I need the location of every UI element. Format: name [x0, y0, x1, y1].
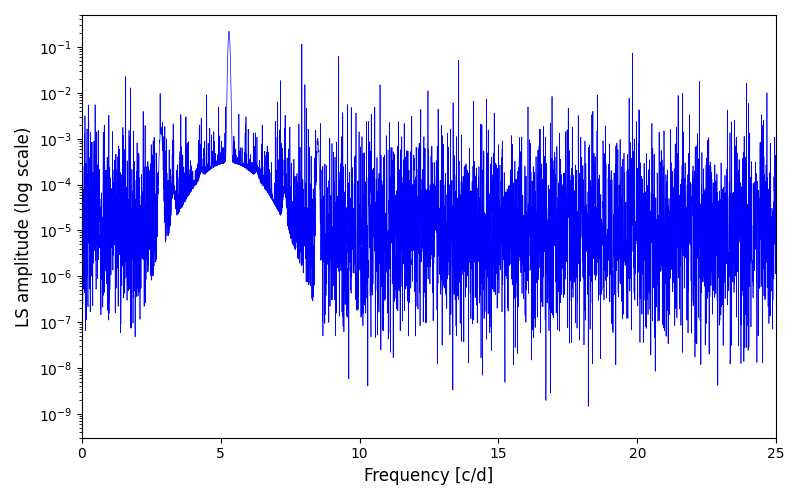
Y-axis label: LS amplitude (log scale): LS amplitude (log scale)	[15, 126, 33, 326]
X-axis label: Frequency [c/d]: Frequency [c/d]	[364, 467, 494, 485]
